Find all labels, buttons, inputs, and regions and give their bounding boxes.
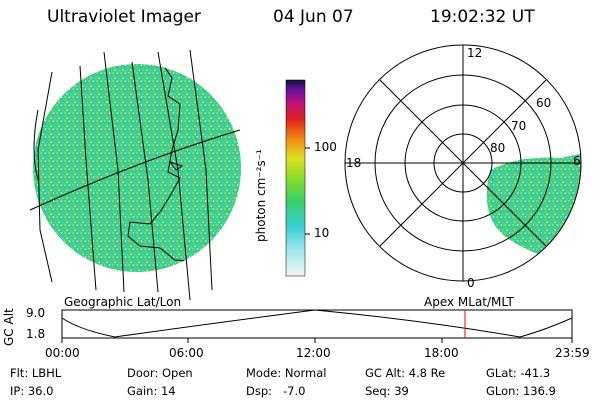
orbit-ytick-bottom: 1.8 [26, 327, 46, 341]
instrument-title: Ultraviolet Imager [47, 7, 201, 27]
orbit-xtick-1800: 18:00 [424, 346, 459, 360]
orbit-altitude-plot [61, 309, 573, 343]
colorbar-unit-label: photon cm⁻²s⁻¹ [254, 149, 268, 242]
info-mode: Mode: Normal [246, 366, 327, 380]
polar-mlat-80: 80 [490, 141, 506, 155]
polar-plot [344, 44, 582, 282]
info-door: Door: Open [127, 366, 193, 380]
orbit-ylabel: GC Alt [2, 308, 16, 346]
polar-mlt-18: 18 [346, 156, 362, 170]
date-label: 04 Jun 07 [273, 7, 354, 27]
orbit-xtick-2359: 23:59 [555, 346, 590, 360]
info-gain: Gain: 14 [127, 384, 176, 398]
polar-panel-label: Apex MLat/MLT [424, 295, 514, 309]
info-glat: GLat: -41.3 [486, 366, 551, 380]
polar-mlt-12: 12 [467, 46, 483, 60]
info-dsp: Dsp: -7.0 [246, 384, 306, 398]
geographic-disk [29, 49, 241, 301]
polar-mlt-0: 0 [467, 276, 475, 290]
info-ip: IP: 36.0 [10, 384, 54, 398]
colorbar-tick-10: 10 [314, 226, 330, 240]
polar-mlt-6: 6 [573, 154, 581, 168]
polar-mlat-70: 70 [511, 119, 527, 133]
orbit-xtick-0600: 06:00 [169, 346, 204, 360]
orbit-xtick-0000: 00:00 [45, 346, 80, 360]
colorbar-tick-100: 100 [314, 140, 337, 154]
orbit-ytick-top: 9.0 [26, 306, 46, 320]
orbit-xtick-1200: 12:00 [296, 346, 331, 360]
polar-mlat-60: 60 [536, 96, 552, 110]
colorbar [285, 79, 310, 277]
info-seq: Seq: 39 [365, 384, 409, 398]
time-label: 19:02:32 UT [430, 7, 535, 27]
geo-panel-label: Geographic Lat/Lon [64, 295, 182, 309]
info-glon: GLon: 136.9 [486, 384, 556, 398]
info-gc-alt: GC Alt: 4.8 Re [365, 366, 446, 380]
info-filter: Flt: LBHL [10, 366, 62, 380]
